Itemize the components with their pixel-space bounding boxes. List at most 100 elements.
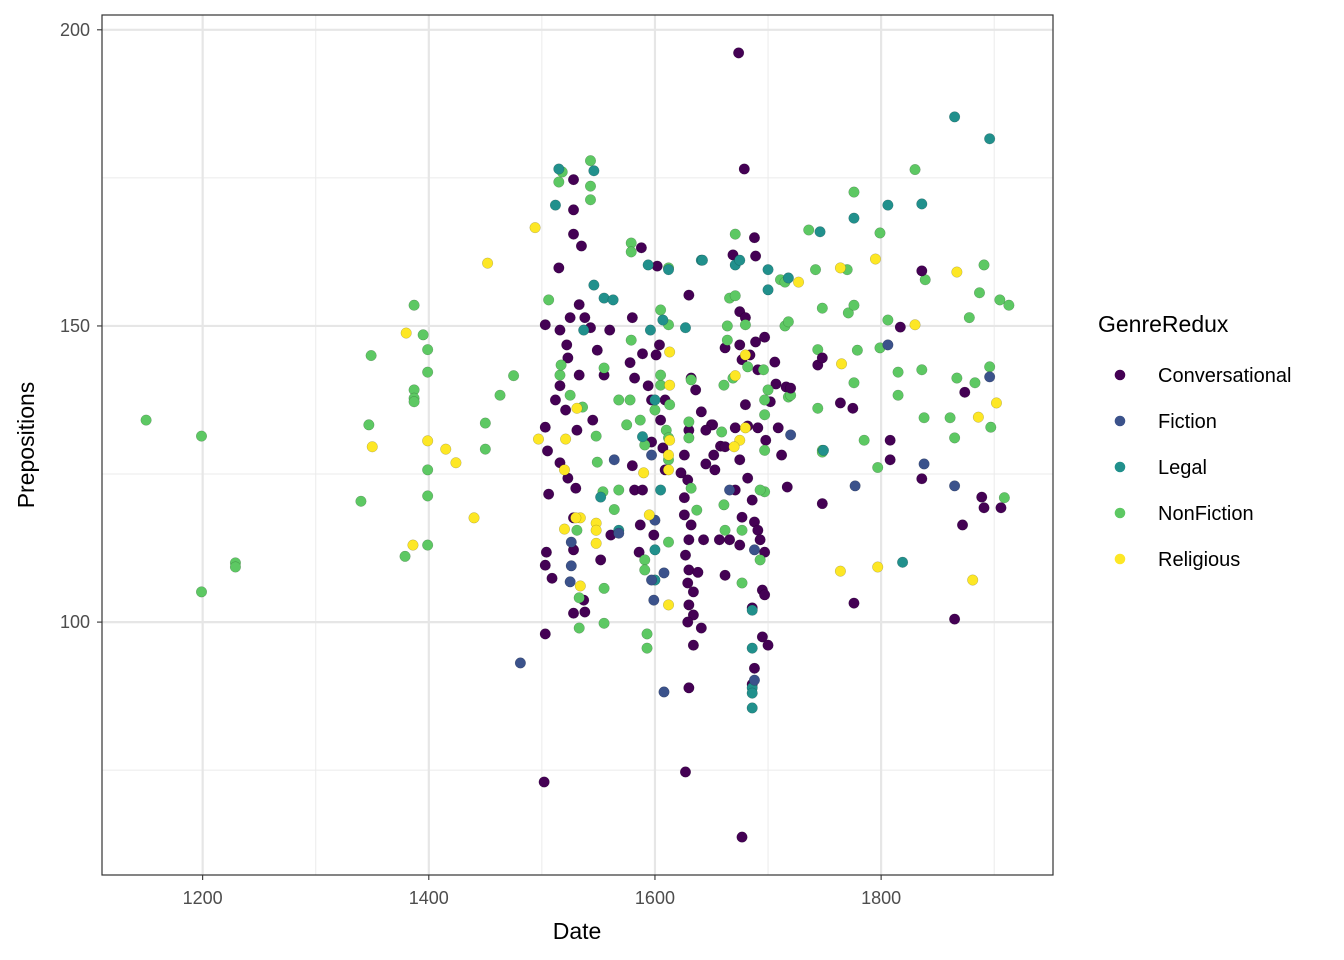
point-conversational xyxy=(848,597,860,609)
point-legal xyxy=(848,212,860,224)
point-conversational xyxy=(719,569,731,581)
point-conversational xyxy=(700,424,712,436)
point-religious xyxy=(571,402,583,414)
point-nonfiction xyxy=(479,417,491,429)
point-religious xyxy=(407,539,419,551)
point-legal xyxy=(598,292,610,304)
point-legal xyxy=(817,444,829,456)
point-conversational xyxy=(579,606,591,618)
grid-lines xyxy=(102,15,1053,875)
point-conversational xyxy=(894,321,906,333)
point-nonfiction xyxy=(985,421,997,433)
point-conversational xyxy=(754,534,766,546)
point-conversational xyxy=(650,349,662,361)
point-legal xyxy=(649,394,661,406)
x-tick-label: 1400 xyxy=(409,888,449,908)
point-conversational xyxy=(562,352,574,364)
point-conversational xyxy=(568,607,580,619)
point-legal xyxy=(595,491,607,503)
point-nonfiction xyxy=(590,430,602,442)
point-nonfiction xyxy=(892,389,904,401)
legend-label-conversational: Conversational xyxy=(1158,365,1291,387)
point-conversational xyxy=(629,372,641,384)
point-conversational xyxy=(736,511,748,523)
point-nonfiction xyxy=(196,430,208,442)
y-axis-ticks: 100 150 200 xyxy=(60,20,102,632)
point-nonfiction xyxy=(848,377,860,389)
data-points xyxy=(140,47,1015,843)
point-legal xyxy=(637,431,649,443)
point-nonfiction xyxy=(729,290,741,302)
point-nonfiction xyxy=(613,394,625,406)
point-nonfiction xyxy=(916,364,928,376)
point-nonfiction xyxy=(742,361,754,373)
point-nonfiction xyxy=(634,414,646,426)
point-conversational xyxy=(570,482,582,494)
point-religious xyxy=(574,580,586,592)
point-fiction xyxy=(608,454,620,466)
point-nonfiction xyxy=(685,374,697,386)
point-conversational xyxy=(776,449,788,461)
point-religious xyxy=(967,574,979,586)
point-religious xyxy=(739,422,751,434)
point-legal xyxy=(762,264,774,276)
point-nonfiction xyxy=(842,307,854,319)
point-religious xyxy=(422,435,434,447)
point-nonfiction xyxy=(598,362,610,374)
point-fiction xyxy=(748,544,760,556)
point-conversational xyxy=(568,174,580,186)
point-religious xyxy=(909,319,921,331)
point-nonfiction xyxy=(969,377,981,389)
point-conversational xyxy=(675,467,687,479)
point-conversational xyxy=(539,421,551,433)
point-conversational xyxy=(746,494,758,506)
point-religious xyxy=(558,464,570,476)
point-nonfiction xyxy=(365,350,377,362)
point-nonfiction xyxy=(573,622,585,634)
point-nonfiction xyxy=(759,394,771,406)
point-legal xyxy=(657,314,669,326)
point-nonfiction xyxy=(555,359,567,371)
x-axis-ticks: 1200 1400 1600 1800 xyxy=(183,875,901,908)
point-conversational xyxy=(729,422,741,434)
legend-label-religious: Religious xyxy=(1158,549,1240,571)
point-legal xyxy=(734,254,746,266)
plot-panel-background xyxy=(102,15,1053,875)
point-nonfiction xyxy=(543,294,555,306)
point-nonfiction xyxy=(399,550,411,562)
point-conversational xyxy=(816,498,828,510)
point-nonfiction xyxy=(494,389,506,401)
point-nonfiction xyxy=(655,304,667,316)
point-fiction xyxy=(658,567,670,579)
point-conversational xyxy=(678,492,690,504)
point-nonfiction xyxy=(621,419,633,431)
point-legal xyxy=(782,272,794,284)
point-nonfiction xyxy=(422,539,434,551)
point-conversational xyxy=(683,682,695,694)
point-nonfiction xyxy=(994,294,1006,306)
point-nonfiction xyxy=(613,484,625,496)
point-legal xyxy=(588,165,600,177)
point-religious xyxy=(590,524,602,536)
point-nonfiction xyxy=(872,462,884,474)
point-nonfiction xyxy=(624,394,636,406)
point-conversational xyxy=(769,356,781,368)
point-nonfiction xyxy=(782,316,794,328)
point-conversational xyxy=(579,312,591,324)
point-nonfiction xyxy=(762,384,774,396)
y-tick-label: 100 xyxy=(60,612,90,632)
point-nonfiction xyxy=(422,490,434,502)
point-fiction xyxy=(984,371,996,383)
point-conversational xyxy=(624,357,636,369)
point-religious xyxy=(482,257,494,269)
point-nonfiction xyxy=(683,416,695,428)
point-conversational xyxy=(568,228,580,240)
point-nonfiction xyxy=(573,592,585,604)
point-nonfiction xyxy=(848,299,860,311)
legend-title: GenreRedux xyxy=(1098,311,1229,337)
point-conversational xyxy=(847,402,859,414)
point-conversational xyxy=(591,344,603,356)
point-religious xyxy=(793,276,805,288)
point-nonfiction xyxy=(591,456,603,468)
point-nonfiction xyxy=(664,399,676,411)
